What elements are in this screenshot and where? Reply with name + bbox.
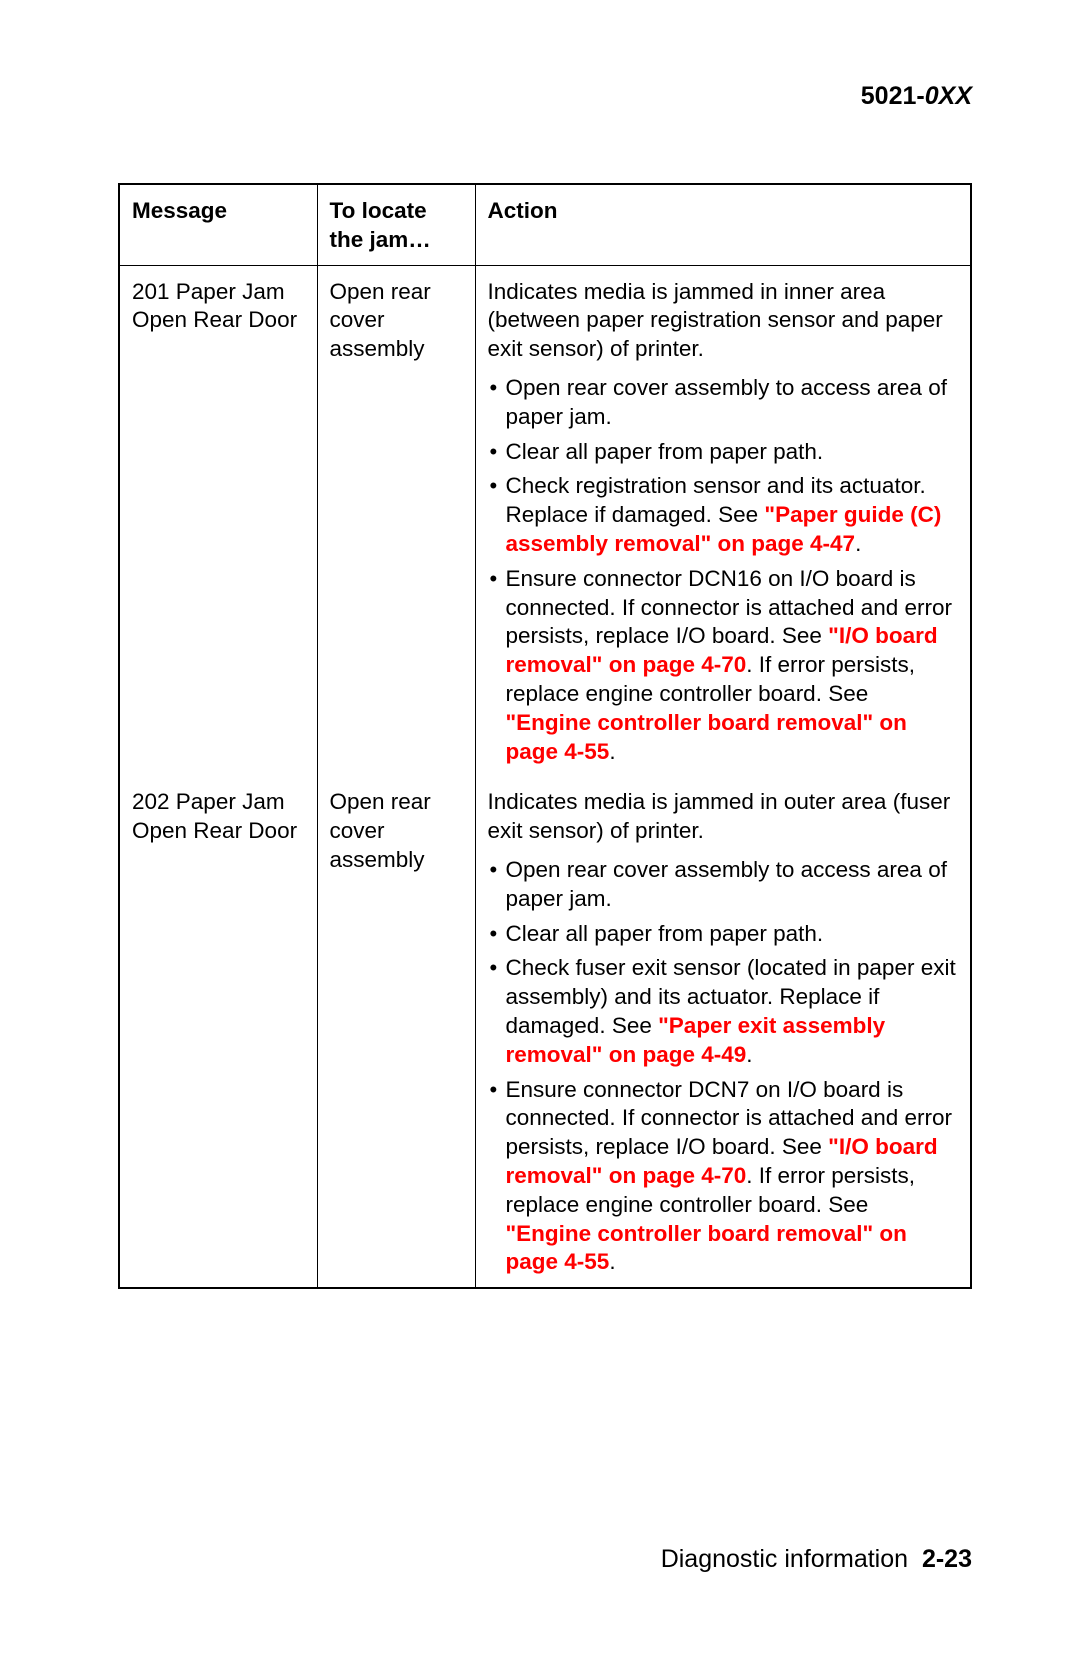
- jam-table: Message To locate the jam… Action 201 Pa…: [118, 183, 972, 1289]
- model-prefix: 5021-: [861, 82, 925, 110]
- cell-action: Indicates media is jammed in outer area …: [475, 776, 971, 1288]
- page-footer: Diagnostic information 2-23: [661, 1545, 972, 1574]
- cell-locate: Open rear cover assembly: [317, 265, 475, 776]
- footer-label: Diagnostic information: [661, 1545, 908, 1573]
- action-item: Ensure connector DCN7 on I/O board is co…: [488, 1076, 959, 1278]
- header-message: Message: [119, 184, 317, 265]
- action-item: Clear all paper from paper path.: [488, 438, 959, 467]
- cross-reference-link[interactable]: "I/O board removal" on page 4-70: [506, 623, 938, 677]
- cross-reference-link[interactable]: "I/O board removal" on page 4-70: [506, 1134, 938, 1188]
- cross-reference-link[interactable]: "Paper guide (C) assembly removal" on pa…: [506, 502, 942, 556]
- cross-reference-link[interactable]: "Engine controller board removal" on pag…: [506, 1221, 907, 1275]
- model-header: 5021-0XX: [118, 82, 972, 111]
- model-suffix: 0XX: [925, 82, 972, 110]
- action-item: Check fuser exit sensor (located in pape…: [488, 954, 959, 1069]
- cross-reference-link[interactable]: "Paper exit assembly removal" on page 4-…: [506, 1013, 886, 1067]
- page-content: 5021-0XX Message To locate the jam… Acti…: [0, 0, 1080, 1349]
- cross-reference-link[interactable]: "Engine controller board removal" on pag…: [506, 710, 907, 764]
- cell-locate: Open rear cover assembly: [317, 776, 475, 1288]
- action-intro: Indicates media is jammed in inner area …: [488, 278, 959, 364]
- table-body: 201 Paper Jam Open Rear DoorOpen rear co…: [119, 265, 971, 1288]
- table-header-row: Message To locate the jam… Action: [119, 184, 971, 265]
- action-item: Check registration sensor and its actuat…: [488, 472, 959, 558]
- header-locate: To locate the jam…: [317, 184, 475, 265]
- action-intro: Indicates media is jammed in outer area …: [488, 788, 959, 846]
- header-action: Action: [475, 184, 971, 265]
- cell-message: 202 Paper Jam Open Rear Door: [119, 776, 317, 1288]
- action-item: Ensure connector DCN16 on I/O board is c…: [488, 565, 959, 767]
- cell-action: Indicates media is jammed in inner area …: [475, 265, 971, 776]
- cell-message: 201 Paper Jam Open Rear Door: [119, 265, 317, 776]
- action-item: Clear all paper from paper path.: [488, 920, 959, 949]
- page-number: 2-23: [922, 1545, 972, 1573]
- action-item: Open rear cover assembly to access area …: [488, 374, 959, 432]
- action-item: Open rear cover assembly to access area …: [488, 856, 959, 914]
- action-list: Open rear cover assembly to access area …: [488, 374, 959, 766]
- table-row: 202 Paper Jam Open Rear DoorOpen rear co…: [119, 776, 971, 1288]
- table-row: 201 Paper Jam Open Rear DoorOpen rear co…: [119, 265, 971, 776]
- action-list: Open rear cover assembly to access area …: [488, 856, 959, 1277]
